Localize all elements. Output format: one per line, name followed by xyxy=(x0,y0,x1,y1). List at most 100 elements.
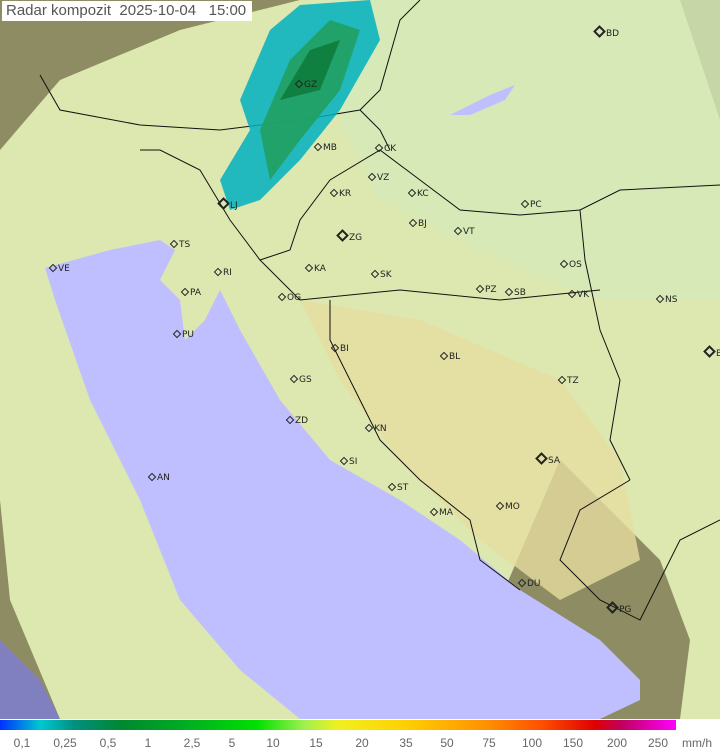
city-label: BI xyxy=(340,344,349,354)
city-label: TZ xyxy=(567,376,579,386)
city-marker-icon xyxy=(370,269,380,279)
city-label: BL xyxy=(449,352,461,362)
city-label: PU xyxy=(182,330,195,340)
city-bl: BL xyxy=(439,351,461,362)
city-bg: BG xyxy=(703,345,720,359)
city-marker-icon xyxy=(172,329,182,339)
city-label: BJ xyxy=(418,219,427,229)
city-os: OS xyxy=(559,259,582,270)
city-tz: TZ xyxy=(557,375,579,386)
city-label: PZ xyxy=(485,285,497,295)
city-marker-icon xyxy=(294,79,304,89)
city-vk: VK xyxy=(567,289,589,300)
city-label: AN xyxy=(157,473,170,483)
city-si: SI xyxy=(339,456,357,467)
color-scale-bar xyxy=(0,720,676,730)
city-ka: KA xyxy=(304,263,326,274)
city-kn: KN xyxy=(364,423,387,434)
city-label: MO xyxy=(505,502,520,512)
city-marker-icon xyxy=(439,351,449,361)
legend-tick: 2,5 xyxy=(183,736,201,750)
city-label: RI xyxy=(223,268,232,278)
city-label: BD xyxy=(606,29,620,39)
city-marker-icon xyxy=(520,199,530,209)
radar-map[interactable] xyxy=(0,0,720,719)
city-marker-icon xyxy=(535,452,548,465)
city-marker-icon xyxy=(169,239,179,249)
city-sk: SK xyxy=(370,269,392,280)
city-sa: SA xyxy=(535,452,561,466)
city-marker-icon xyxy=(213,267,223,277)
city-label: MA xyxy=(439,508,453,518)
city-ts: TS xyxy=(169,239,190,250)
city-lj: LJ xyxy=(217,197,238,211)
city-bd: BD xyxy=(593,25,620,39)
city-marker-icon xyxy=(557,375,567,385)
lake-balaton xyxy=(450,85,515,115)
legend-tick: 150 xyxy=(562,736,584,750)
city-zg: ZG xyxy=(336,229,363,243)
city-bj: BJ xyxy=(408,218,427,229)
pannonian-plain xyxy=(320,0,720,300)
city-label: VT xyxy=(463,227,475,237)
city-label: OS xyxy=(569,260,582,270)
city-label: VE xyxy=(58,264,70,274)
city-label: ST xyxy=(397,483,409,493)
city-pg: PG xyxy=(606,601,632,615)
city-marker-icon xyxy=(285,415,295,425)
city-marker-icon xyxy=(364,423,374,433)
city-label: GS xyxy=(299,375,312,385)
city-label: OG xyxy=(287,293,302,303)
city-label: SK xyxy=(380,270,392,280)
city-gz: GZ xyxy=(294,79,318,90)
legend-tick: 100 xyxy=(521,736,543,750)
city-vz: VZ xyxy=(367,172,390,183)
legend-tick: 50 xyxy=(440,736,454,750)
city-kr: KR xyxy=(329,188,351,199)
city-sb: SB xyxy=(504,287,526,298)
city-marker-icon xyxy=(217,197,230,210)
city-label: NS xyxy=(665,295,678,305)
city-label: KN xyxy=(374,424,387,434)
legend-tick: 75 xyxy=(482,736,496,750)
city-ma: MA xyxy=(429,507,453,518)
city-marker-icon xyxy=(475,284,485,294)
legend-tick: 0,5 xyxy=(99,736,117,750)
legend-tick: 200 xyxy=(606,736,628,750)
city-st: ST xyxy=(387,482,409,493)
city-label: ZD xyxy=(295,416,309,426)
city-ck: CK xyxy=(374,143,396,154)
legend-tick: 0,25 xyxy=(53,736,77,750)
intensity-legend: 0,1 0,25 0,5 1 2,5 5 10 15 20 35 50 75 100 150 200 250 m… xyxy=(0,719,720,751)
map-title: Radar kompozit 2025-10-04 15:00 xyxy=(2,1,253,21)
legend-tick: 20 xyxy=(355,736,369,750)
legend-tick: 1 xyxy=(144,736,152,750)
city-marker-icon xyxy=(407,188,417,198)
city-mo: MO xyxy=(495,501,520,512)
city-label: PC xyxy=(530,200,542,210)
legend-tick: 15 xyxy=(309,736,323,750)
city-pu: PU xyxy=(172,329,195,340)
city-an: AN xyxy=(147,472,170,483)
city-du: DU xyxy=(517,578,541,589)
city-ns: NS xyxy=(655,294,678,305)
city-label: ZG xyxy=(349,233,363,243)
city-marker-icon xyxy=(387,482,397,492)
city-marker-icon xyxy=(367,172,377,182)
city-label: GZ xyxy=(304,80,318,90)
city-marker-icon xyxy=(408,218,418,228)
city-label: VZ xyxy=(377,173,390,183)
borders xyxy=(39,0,720,621)
city-marker-icon xyxy=(336,229,349,242)
city-label: SA xyxy=(548,456,561,466)
city-marker-icon xyxy=(180,287,190,297)
city-marker-icon xyxy=(559,259,569,269)
city-pc: PC xyxy=(520,199,542,210)
city-kc: KC xyxy=(407,188,429,199)
city-marker-icon xyxy=(655,294,665,304)
city-marker-icon xyxy=(517,578,527,588)
city-marker-icon xyxy=(593,25,606,38)
city-label: PG xyxy=(619,605,632,615)
city-marker-icon xyxy=(304,263,314,273)
city-label: DU xyxy=(527,579,541,589)
